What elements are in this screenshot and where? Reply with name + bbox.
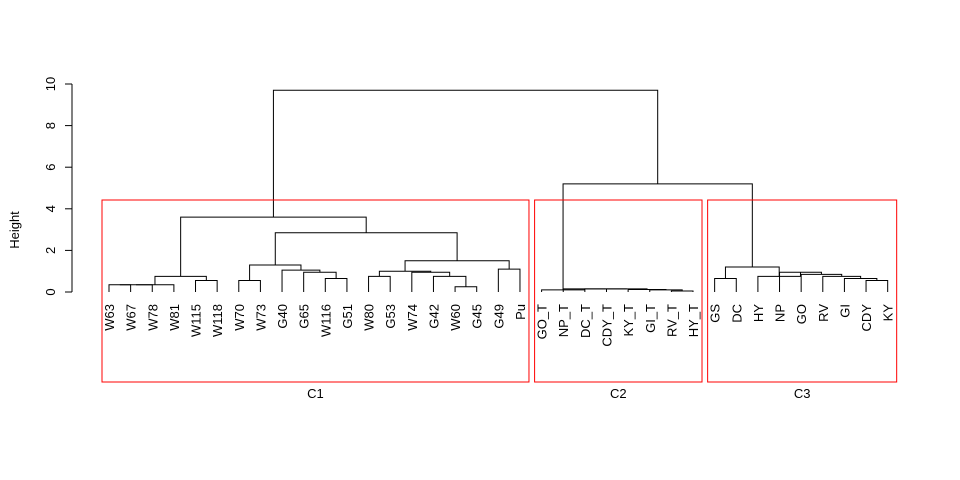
dendrogram-branch <box>195 280 218 292</box>
leaf-label: W115 <box>189 304 204 337</box>
leaf-label: W60 <box>448 304 463 331</box>
leaf-label: Pu <box>513 304 528 320</box>
leaf-label: W116 <box>318 304 333 337</box>
dendrogram-branch <box>714 277 737 292</box>
y-tick-label: 8 <box>43 122 58 129</box>
dendrogram-branch <box>272 89 659 218</box>
dendrogram-branch <box>627 289 667 292</box>
leaf-labels: W63 W67 W78 W81 W115 W118 W70 W73 G40 G65 W116 G51 W… <box>102 304 896 347</box>
y-tick-label: 0 <box>43 288 58 295</box>
leaf-label: GI <box>837 304 852 318</box>
dendrogram-branch <box>303 271 337 292</box>
dendrogram-branch <box>800 273 843 292</box>
dendrogram-branch <box>136 284 175 292</box>
dendrogram-branch <box>249 264 302 281</box>
y-axis: 0 2 4 6 8 10 <box>43 77 73 296</box>
dendrogram-branch <box>119 284 153 292</box>
dendrogram-branch <box>108 284 132 292</box>
dendrogram-branch <box>281 269 321 292</box>
leaf-label: NP_T <box>556 304 571 337</box>
cluster-label: C1 <box>307 386 324 401</box>
leaf-label: W118 <box>210 304 225 337</box>
leaf-label: DC <box>729 304 744 323</box>
dendrogram-branch <box>238 280 261 292</box>
leaf-label: KY_T <box>621 304 636 337</box>
leaf-label: DC_T <box>578 304 593 338</box>
leaf-label: G65 <box>297 304 312 329</box>
dendrogram-branch <box>274 232 458 265</box>
dendrogram-branch <box>324 277 348 292</box>
y-tick-label: 10 <box>43 77 58 91</box>
leaf-label: HY <box>751 304 766 322</box>
dendrogram-branch <box>411 271 451 292</box>
leaf-label: W78 <box>145 304 160 331</box>
dendrogram-branch <box>454 286 478 292</box>
dendrogram-branch <box>865 280 889 292</box>
leaf-label: G51 <box>340 304 355 329</box>
leaf-label: RV_T <box>664 304 679 337</box>
leaf-label: NP <box>773 304 788 322</box>
leaf-label: W80 <box>362 304 377 331</box>
leaf-label: W70 <box>232 304 247 331</box>
y-tick-label: 2 <box>43 247 58 254</box>
leaf-label: W67 <box>124 304 139 331</box>
leaf-label: G45 <box>470 304 485 329</box>
y-tick-label: 4 <box>43 205 58 212</box>
cluster-label: C3 <box>794 386 811 401</box>
leaf-label: GO <box>794 304 809 324</box>
leaf-label: W63 <box>102 304 117 331</box>
leaf-label: G53 <box>383 304 398 329</box>
leaf-label: G40 <box>275 304 290 329</box>
leaf-label: G49 <box>491 304 506 329</box>
leaf-label: CDY <box>859 304 874 332</box>
leaf-label: HY_T <box>686 304 701 337</box>
dendrogram-branch <box>432 275 467 292</box>
dendrogram-branch <box>497 268 521 292</box>
leaf-label: W73 <box>253 304 268 331</box>
leaf-label: KY <box>881 304 896 322</box>
leaf-label: G42 <box>426 304 441 329</box>
y-tick-label: 6 <box>43 164 58 171</box>
dendrogram-branch <box>180 216 367 277</box>
dendrogram-branch <box>670 290 694 292</box>
leaf-label: GI_T <box>643 304 658 333</box>
leaf-label: W81 <box>167 304 182 331</box>
cluster-boxes: C1 C2 C3 <box>101 199 898 401</box>
leaf-label: GS <box>708 304 723 323</box>
cluster-box <box>534 199 703 383</box>
leaf-label: GO_T <box>535 304 550 339</box>
leaf-label: RV <box>816 304 831 322</box>
leaf-label: CDY_T <box>599 304 614 347</box>
dendrogram-branch <box>368 275 391 292</box>
dendrogram-tree <box>108 89 889 292</box>
y-axis-label: Height <box>7 211 22 249</box>
cluster-box <box>707 199 898 383</box>
leaf-label: W74 <box>405 304 420 331</box>
cluster-box <box>101 199 530 383</box>
dendrogram-branch <box>404 260 510 272</box>
cluster-label: C2 <box>610 386 627 401</box>
